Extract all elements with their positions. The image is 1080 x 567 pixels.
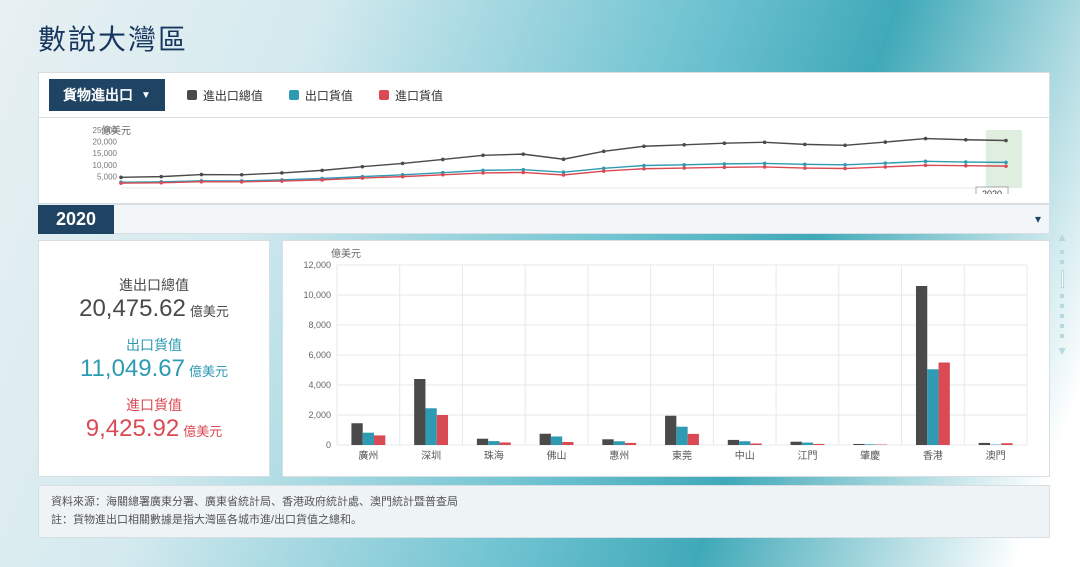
svg-text:6,000: 6,000: [308, 350, 331, 360]
svg-text:10,000: 10,000: [303, 290, 331, 300]
legend-label: 進口貨值: [395, 87, 443, 104]
year-row: 2020 ▾: [38, 204, 1050, 234]
legend-swatch: [187, 90, 197, 100]
stat-value: 11,049.67億美元: [49, 355, 259, 383]
footer-note: 註：貨物進出口相關數據是指大灣區各城市進/出口貨值之總和。: [51, 512, 1037, 530]
legend-swatch: [289, 90, 299, 100]
mini-y-label: 億美元: [101, 122, 131, 137]
pager-dot[interactable]: [1060, 304, 1064, 308]
svg-text:2020: 2020: [982, 189, 1002, 194]
arrow-down-icon[interactable]: ▼: [1056, 344, 1068, 358]
legend-item[interactable]: 進口貨值: [379, 87, 443, 104]
bar-panel: 億美元 0 2,000 4,000 6,000 8,000 10,000 12,000 廣州 深…: [282, 240, 1050, 477]
svg-text:20,000: 20,000: [93, 138, 118, 147]
bar-y-label: 億美元: [331, 245, 361, 260]
svg-text:廣州: 廣州: [358, 449, 378, 462]
svg-text:惠州: 惠州: [609, 449, 629, 462]
svg-text:佛山: 佛山: [547, 449, 567, 462]
arrow-up-icon[interactable]: ▲: [1056, 230, 1068, 244]
svg-text:10,000: 10,000: [93, 161, 118, 170]
metric-dropdown[interactable]: 貨物進出口 ▼: [49, 79, 165, 111]
pager-dot[interactable]: [1060, 334, 1064, 338]
svg-text:0: 0: [326, 440, 331, 450]
pager-dot[interactable]: [1060, 294, 1064, 298]
year-badge: 2020: [38, 205, 114, 234]
svg-text:15,000: 15,000: [93, 149, 118, 158]
legend: 進出口總值 出口貨值 進口貨值: [187, 87, 443, 104]
chevron-down-icon: ▼: [141, 90, 151, 101]
svg-text:5,000: 5,000: [97, 172, 118, 181]
svg-text:澳門: 澳門: [986, 449, 1006, 462]
year-bar: ▾: [114, 204, 1050, 234]
stat-label: 進口貨值: [49, 395, 259, 415]
svg-text:深圳: 深圳: [421, 450, 441, 462]
svg-text:香港: 香港: [923, 450, 943, 462]
stat-label: 出口貨值: [49, 335, 259, 355]
svg-text:江門: 江門: [797, 450, 817, 462]
svg-text:8,000: 8,000: [308, 320, 331, 330]
top-bar: 貨物進出口 ▼ 進出口總值 出口貨值 進口貨值: [38, 72, 1050, 118]
legend-swatch: [379, 90, 389, 100]
filter-icon[interactable]: ▾: [1035, 212, 1041, 226]
stat-label: 進出口總值: [49, 275, 259, 295]
pager-dot[interactable]: [1060, 250, 1064, 254]
svg-text:中山: 中山: [735, 449, 755, 462]
svg-text:肇慶: 肇慶: [860, 449, 880, 462]
side-pager[interactable]: ▲ ▼: [1056, 230, 1068, 358]
stat-value: 9,425.92億美元: [49, 415, 259, 443]
city-bar-chart: 0 2,000 4,000 6,000 8,000 10,000 12,000 廣州 深圳 珠海 佛…: [293, 247, 1033, 469]
svg-text:12,000: 12,000: [303, 260, 331, 270]
legend-item[interactable]: 進出口總值: [187, 87, 263, 104]
svg-text:2,000: 2,000: [308, 410, 331, 420]
legend-label: 出口貨值: [305, 87, 353, 104]
timeline-chart[interactable]: 5,00010,00015,00020,00025,0002020: [89, 124, 1024, 194]
pager-dot[interactable]: [1060, 260, 1064, 264]
pager-dot[interactable]: [1060, 314, 1064, 318]
footer-notes: 資料來源：海關總署廣東分署、廣東省統計局、香港政府統計處、澳門統計暨普查局 註：…: [38, 485, 1050, 538]
stat-value: 20,475.62億美元: [49, 295, 259, 323]
legend-item[interactable]: 出口貨值: [289, 87, 353, 104]
dropdown-label: 貨物進出口: [63, 85, 133, 105]
svg-text:4,000: 4,000: [308, 380, 331, 390]
legend-label: 進出口總值: [203, 87, 263, 104]
page-title: 數說大灣區: [38, 18, 1050, 58]
pager-current[interactable]: [1061, 270, 1064, 288]
svg-text:珠海: 珠海: [484, 449, 504, 462]
stats-panel: 進出口總值20,475.62億美元出口貨值11,049.67億美元進口貨值9,4…: [38, 240, 270, 477]
svg-text:東莞: 東莞: [672, 449, 692, 462]
timeline-panel: 億美元 5,00010,00015,00020,00025,0002020: [38, 118, 1050, 204]
footer-source: 資料來源：海關總署廣東分署、廣東省統計局、香港政府統計處、澳門統計暨普查局: [51, 494, 1037, 512]
pager-dot[interactable]: [1060, 324, 1064, 328]
